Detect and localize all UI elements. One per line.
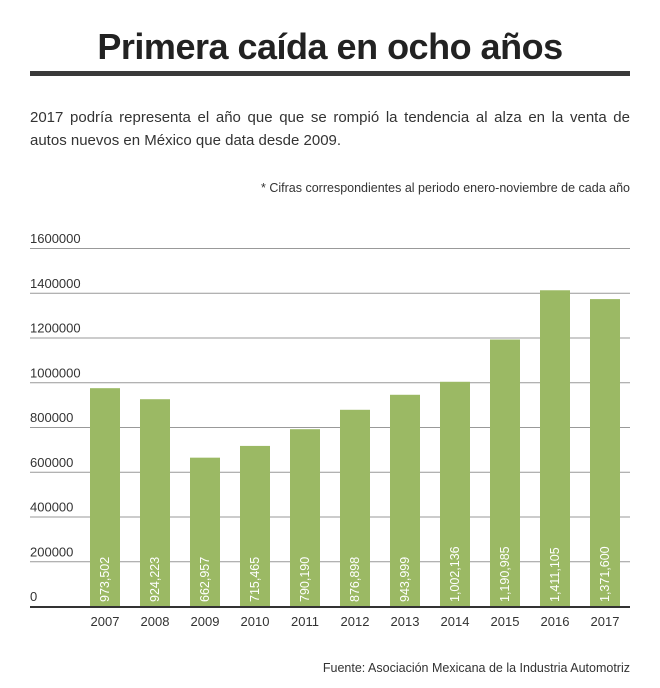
x-tick-label: 2010: [241, 614, 270, 629]
x-tick-label: 2008: [141, 614, 170, 629]
bar: [140, 399, 170, 606]
x-tick-label: 2012: [341, 614, 370, 629]
y-tick-label: 1200000: [30, 321, 81, 336]
title-underline: [30, 71, 630, 76]
y-tick-label: 1600000: [30, 231, 81, 246]
data-label: 1,190,985: [498, 546, 512, 602]
x-tick-label: 2015: [491, 614, 520, 629]
y-tick-label: 600000: [30, 455, 73, 470]
data-label: 943,999: [398, 557, 412, 602]
y-tick-label: 200000: [30, 544, 73, 559]
y-tick-label: 400000: [30, 500, 73, 515]
data-label: 876,898: [348, 557, 362, 602]
data-label: 1,002,136: [448, 546, 462, 602]
data-label: 924,223: [148, 557, 162, 602]
y-tick-label: 1000000: [30, 365, 81, 380]
x-tick-label: 2013: [391, 614, 420, 629]
data-label: 790,190: [298, 557, 312, 602]
data-label: 715,465: [248, 557, 262, 602]
bar: [240, 445, 270, 606]
bar: [590, 299, 620, 606]
y-tick-label: 800000: [30, 410, 73, 425]
bar: [440, 381, 470, 606]
x-tick-label: 2011: [291, 614, 319, 629]
chart-title: Primera caída en ocho años: [97, 26, 563, 67]
chart-subtitle: 2017 podría representa el año que que se…: [30, 109, 630, 149]
x-tick-label: 2007: [91, 614, 120, 629]
source-note: Fuente: Asociación Mexicana de la Indust…: [322, 661, 630, 675]
data-label: 662,957: [198, 557, 212, 602]
data-label: 1,411,105: [548, 547, 562, 602]
y-tick-label: 1400000: [30, 276, 81, 291]
bar: [290, 429, 320, 606]
x-tick-label: 2009: [191, 614, 220, 629]
bar: [340, 409, 370, 606]
bar: [390, 394, 420, 606]
bar: [540, 290, 570, 606]
data-label: 973,502: [98, 557, 112, 602]
data-label: 1,371,600: [598, 546, 612, 602]
bar: [490, 339, 520, 606]
bar: [190, 457, 220, 606]
bar: [90, 388, 120, 606]
x-tick-label: 2016: [541, 614, 570, 629]
y-tick-label: 0: [30, 589, 37, 604]
period-note: * Cifras correspondientes al periodo ene…: [261, 181, 630, 195]
x-tick-label: 2017: [591, 614, 620, 629]
x-tick-label: 2014: [441, 614, 470, 629]
